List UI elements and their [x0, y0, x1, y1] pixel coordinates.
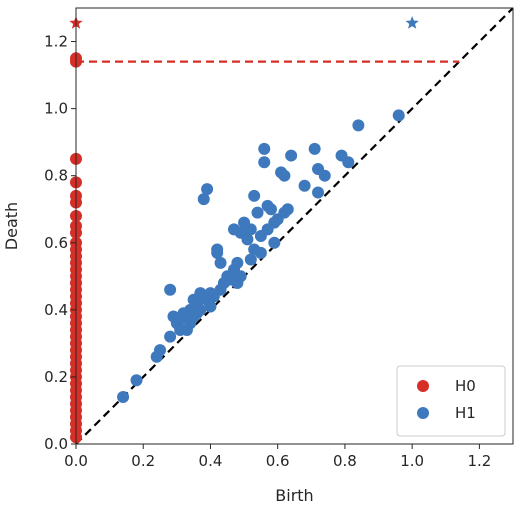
h1-point: [258, 142, 271, 155]
h1-point: [197, 193, 210, 206]
h1-point: [244, 223, 257, 236]
legend-label-h0: H0: [455, 377, 476, 395]
y-tick-label: 0.8: [44, 167, 68, 185]
x-tick-label: 0.0: [64, 452, 88, 470]
diagonal-line: [76, 8, 513, 444]
y-axis-label: Death: [2, 202, 21, 250]
h1-point: [244, 253, 257, 266]
legend-label-h1: H1: [455, 404, 476, 422]
h1-point: [318, 169, 331, 182]
h1-point: [241, 233, 254, 246]
h1-point: [164, 330, 177, 343]
h1-point: [248, 189, 261, 202]
h1-point: [231, 256, 244, 269]
x-axis-label: Birth: [275, 486, 313, 505]
h1-point: [234, 270, 247, 283]
h1-point: [268, 236, 281, 249]
legend-box: [396, 365, 506, 437]
h1-point: [285, 149, 298, 162]
legend: H0 H1: [396, 365, 506, 437]
h1-point: [342, 156, 355, 169]
y-tick-label: 0.2: [44, 368, 68, 386]
legend-marker-h0: [417, 380, 429, 392]
y-tick-label: 0.6: [44, 234, 68, 252]
x-tick-label: 0.8: [333, 452, 357, 470]
y-tick-label: 0.4: [44, 301, 68, 319]
h1-point: [392, 109, 405, 122]
h1-point: [204, 300, 217, 313]
h1-point: [201, 183, 214, 196]
h1-point: [264, 203, 277, 216]
legend-marker-h1: [417, 407, 429, 419]
h1-point: [130, 374, 143, 387]
x-tick-label: 0.2: [131, 452, 155, 470]
plot-frame: [75, 7, 514, 445]
h1-point: [214, 256, 227, 269]
h1-point: [281, 203, 294, 216]
h1-point: [312, 186, 325, 199]
h1-point: [278, 169, 291, 182]
h1-point: [251, 206, 264, 219]
h1-point: [298, 179, 311, 192]
h1-point: [164, 283, 177, 296]
h1-point: [352, 119, 365, 132]
x-tick-label: 0.4: [199, 452, 223, 470]
h1-point: [117, 391, 130, 404]
h1-point: [254, 246, 267, 259]
series-2-star-point: [405, 16, 419, 29]
h1-point: [308, 142, 321, 155]
h1-point: [194, 303, 207, 316]
y-tick-label: 1.0: [44, 100, 68, 118]
x-tick-label: 1.2: [467, 452, 491, 470]
h1-point: [154, 344, 167, 357]
h1-point: [211, 246, 224, 259]
y-tick-label: 1.2: [44, 33, 68, 51]
y-tick-label: 0.0: [44, 435, 68, 453]
x-tick-label: 1.0: [400, 452, 424, 470]
h1-point: [258, 156, 271, 169]
x-tick-label: 0.6: [266, 452, 290, 470]
